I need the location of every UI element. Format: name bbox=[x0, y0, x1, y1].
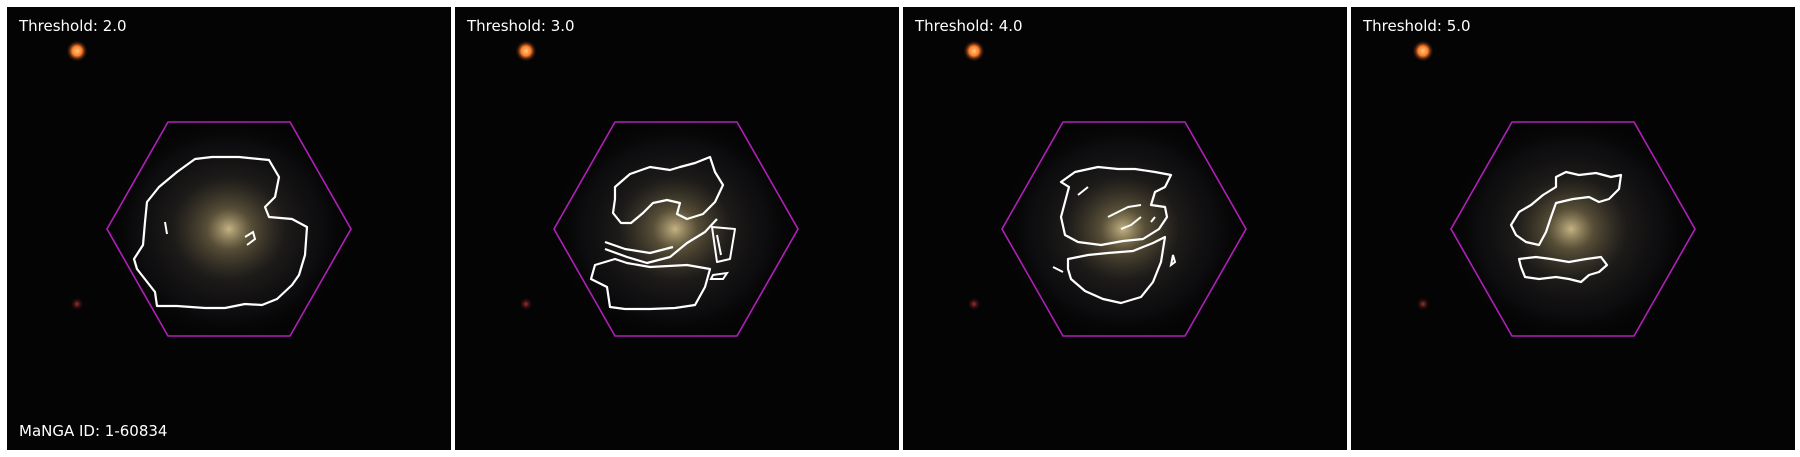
red-source bbox=[70, 297, 84, 311]
contour-upper bbox=[1509, 170, 1623, 247]
star bbox=[1412, 40, 1434, 62]
contour-upper bbox=[611, 155, 725, 225]
red-source bbox=[967, 297, 981, 311]
contour-fragment bbox=[711, 226, 736, 263]
contour-arc bbox=[604, 218, 718, 265]
star bbox=[963, 40, 985, 62]
image-panel-3: Threshold: 4.0 bbox=[903, 7, 1347, 450]
manga-id-label: MaNGA ID: 1-60834 bbox=[19, 422, 168, 440]
galaxy-image-4 bbox=[1351, 7, 1795, 450]
galaxy bbox=[104, 114, 354, 344]
threshold-label: Threshold: 2.0 bbox=[19, 17, 127, 35]
threshold-label: Threshold: 5.0 bbox=[1363, 17, 1471, 35]
galaxy bbox=[550, 114, 800, 344]
galaxy-image-2 bbox=[455, 7, 899, 450]
contour-lower bbox=[1066, 235, 1167, 305]
ifu-hexagon bbox=[1450, 121, 1696, 337]
image-panel-1: Threshold: 2.0 MaNGA ID: 1-60834 bbox=[7, 7, 451, 450]
contour-inner bbox=[164, 221, 257, 246]
red-source bbox=[519, 297, 533, 311]
image-panel-2: Threshold: 3.0 bbox=[455, 7, 899, 450]
contour-lower bbox=[589, 257, 712, 311]
threshold-label: Threshold: 3.0 bbox=[467, 17, 575, 35]
image-panel-4: Threshold: 5.0 bbox=[1351, 7, 1795, 450]
contour-outline bbox=[132, 155, 309, 310]
star bbox=[66, 40, 88, 62]
galaxy-image-3 bbox=[903, 7, 1347, 450]
contour-upper bbox=[1059, 165, 1173, 247]
contour-small bbox=[1052, 254, 1177, 273]
ifu-hexagon bbox=[106, 121, 352, 337]
contour-small bbox=[709, 271, 730, 280]
galaxy-image-1 bbox=[7, 7, 451, 450]
contour-inner bbox=[1077, 186, 1156, 230]
ifu-hexagon bbox=[1001, 121, 1247, 337]
red-source bbox=[1416, 297, 1430, 311]
contour-lower bbox=[1517, 255, 1609, 284]
threshold-label: Threshold: 4.0 bbox=[915, 17, 1023, 35]
star bbox=[515, 40, 537, 62]
galaxy bbox=[1446, 114, 1696, 344]
ifu-hexagon bbox=[553, 121, 799, 337]
